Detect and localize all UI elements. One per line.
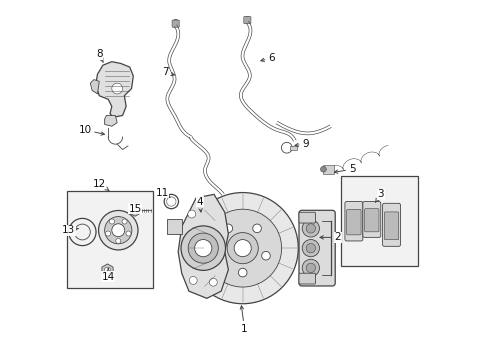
FancyBboxPatch shape <box>346 210 360 235</box>
Polygon shape <box>167 220 182 234</box>
Polygon shape <box>178 194 228 298</box>
Circle shape <box>224 224 232 233</box>
Bar <box>290 145 296 150</box>
Circle shape <box>181 226 225 270</box>
Circle shape <box>187 210 195 218</box>
Circle shape <box>203 209 281 287</box>
Text: 10: 10 <box>78 125 104 135</box>
Text: 4: 4 <box>196 197 203 212</box>
Circle shape <box>302 220 319 237</box>
Polygon shape <box>104 116 117 126</box>
Circle shape <box>116 238 121 243</box>
Circle shape <box>122 219 127 224</box>
Circle shape <box>261 251 270 260</box>
Circle shape <box>320 166 325 172</box>
Circle shape <box>104 217 132 244</box>
Circle shape <box>112 83 122 94</box>
Text: 15: 15 <box>128 204 142 214</box>
Circle shape <box>187 193 298 304</box>
Circle shape <box>188 233 218 263</box>
Circle shape <box>227 233 258 264</box>
Text: 6: 6 <box>260 53 274 63</box>
FancyBboxPatch shape <box>384 212 398 240</box>
Circle shape <box>305 224 315 233</box>
Circle shape <box>252 224 261 233</box>
FancyBboxPatch shape <box>382 203 400 246</box>
Text: 7: 7 <box>162 67 174 77</box>
Bar <box>341 176 418 266</box>
FancyBboxPatch shape <box>298 212 315 223</box>
Circle shape <box>99 211 138 250</box>
FancyBboxPatch shape <box>298 210 335 286</box>
Polygon shape <box>90 80 99 94</box>
Polygon shape <box>102 264 113 277</box>
FancyBboxPatch shape <box>344 202 362 241</box>
Circle shape <box>172 19 178 25</box>
Circle shape <box>194 239 211 257</box>
FancyBboxPatch shape <box>362 202 380 237</box>
Text: 11: 11 <box>155 188 170 198</box>
Polygon shape <box>130 205 140 216</box>
Circle shape <box>238 268 246 277</box>
FancyBboxPatch shape <box>364 209 378 232</box>
Text: 3: 3 <box>375 189 383 202</box>
FancyBboxPatch shape <box>172 20 179 27</box>
Circle shape <box>104 267 110 274</box>
Circle shape <box>234 239 251 257</box>
Text: 12: 12 <box>92 179 109 190</box>
Circle shape <box>109 219 114 224</box>
Text: 2: 2 <box>320 232 340 242</box>
Circle shape <box>126 231 131 236</box>
Text: 8: 8 <box>96 49 103 63</box>
Circle shape <box>302 239 319 257</box>
Circle shape <box>189 276 197 284</box>
Circle shape <box>105 231 110 236</box>
Text: 9: 9 <box>294 139 308 149</box>
Bar <box>67 191 153 288</box>
FancyBboxPatch shape <box>298 273 315 284</box>
Circle shape <box>305 243 315 253</box>
Text: 5: 5 <box>334 164 355 174</box>
Text: 13: 13 <box>62 225 79 235</box>
Circle shape <box>305 263 315 273</box>
Circle shape <box>244 17 250 22</box>
Polygon shape <box>96 62 133 117</box>
Text: 1: 1 <box>240 306 247 334</box>
FancyBboxPatch shape <box>244 17 250 24</box>
Bar <box>323 165 333 174</box>
Circle shape <box>209 278 217 286</box>
Circle shape <box>302 259 319 276</box>
Circle shape <box>215 251 224 260</box>
Text: 14: 14 <box>102 269 115 282</box>
Circle shape <box>112 224 124 237</box>
